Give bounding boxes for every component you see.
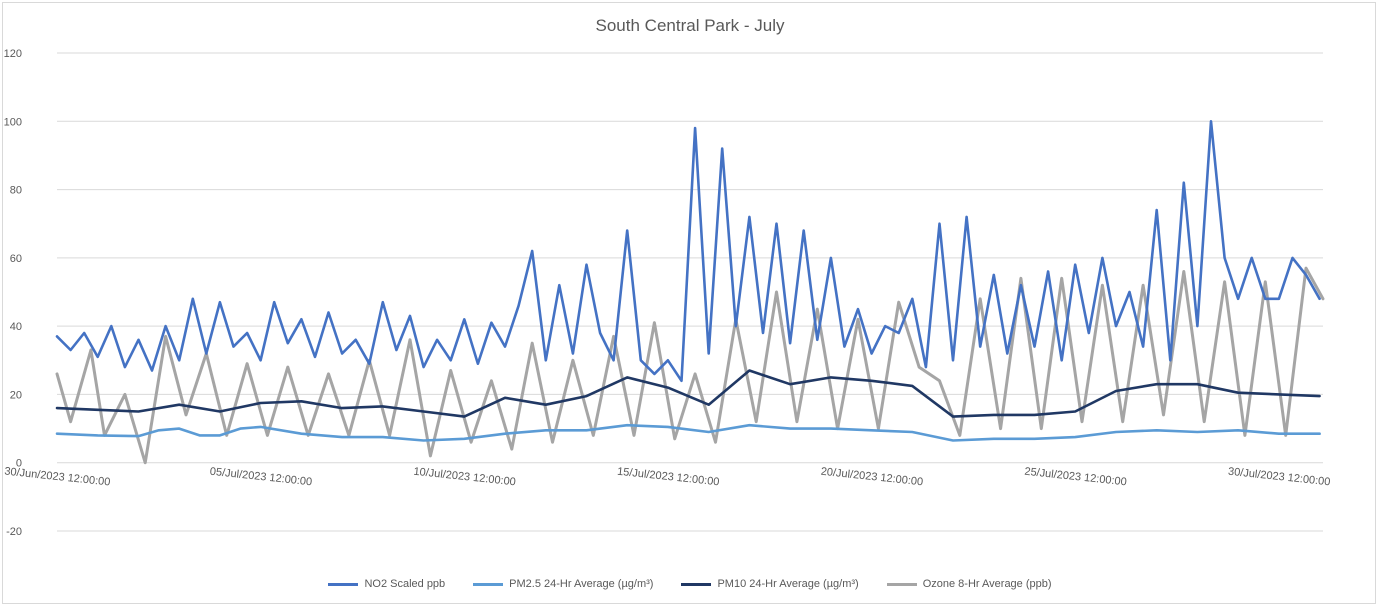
x-tick-label: 30/Jun/2023 12:00:00 [4, 465, 111, 488]
y-tick-label: 100 [4, 116, 22, 128]
y-tick-label: 20 [10, 389, 22, 401]
x-tick-label: 10/Jul/2023 12:00:00 [413, 466, 516, 489]
y-tick-label: 40 [10, 321, 22, 333]
series-line-3 [55, 266, 1325, 465]
chart-title: South Central Park - July [595, 16, 785, 35]
legend-label-pm25: PM2.5 24-Hr Average (µg/m³) [509, 578, 654, 590]
series-lines [55, 120, 1325, 465]
legend-label-ozone: Ozone 8-Hr Average (ppb) [922, 578, 1052, 590]
y-axis: -20 0 20 40 60 80 100 120 [4, 48, 22, 538]
series-line-0 [55, 120, 1321, 383]
x-tick-label: 25/Jul/2023 12:00:00 [1024, 466, 1127, 489]
series-line-2 [55, 369, 1321, 418]
legend-item-pm25: PM2.5 24-Hr Average (µg/m³) [473, 578, 653, 590]
legend-swatch-pm25 [473, 582, 504, 586]
legend-label-pm10: PM10 24-Hr Average (µg/m³) [717, 578, 859, 590]
y-tick-label: 60 [10, 253, 22, 265]
legend-swatch-ozone [886, 582, 917, 586]
legend-swatch-no2 [328, 582, 359, 586]
y-tick-label: 0 [16, 458, 22, 470]
x-axis: 30/Jun/2023 12:00:00 05/Jul/2023 12:00:00… [4, 465, 1331, 488]
legend-swatch-pm10 [681, 582, 712, 586]
y-tick-label: -20 [6, 526, 22, 538]
x-tick-label: 15/Jul/2023 12:00:00 [617, 466, 720, 489]
legend-item-ozone: Ozone 8-Hr Average (ppb) [886, 578, 1052, 590]
y-tick-label: 120 [4, 48, 22, 60]
x-tick-label: 30/Jul/2023 12:00:00 [1227, 466, 1330, 489]
legend: NO2 Scaled ppb PM2.5 24-Hr Average (µg/m… [0, 578, 1380, 590]
legend-item-no2: NO2 Scaled ppb [328, 578, 445, 590]
gridlines [57, 52, 1323, 532]
series-line-1 [55, 423, 1321, 442]
x-tick-label: 20/Jul/2023 12:00:00 [820, 466, 923, 489]
y-tick-label: 80 [10, 185, 22, 197]
x-tick-label: 05/Jul/2023 12:00:00 [209, 466, 312, 489]
legend-item-pm10: PM10 24-Hr Average (µg/m³) [681, 578, 859, 590]
legend-label-no2: NO2 Scaled ppb [364, 578, 446, 590]
